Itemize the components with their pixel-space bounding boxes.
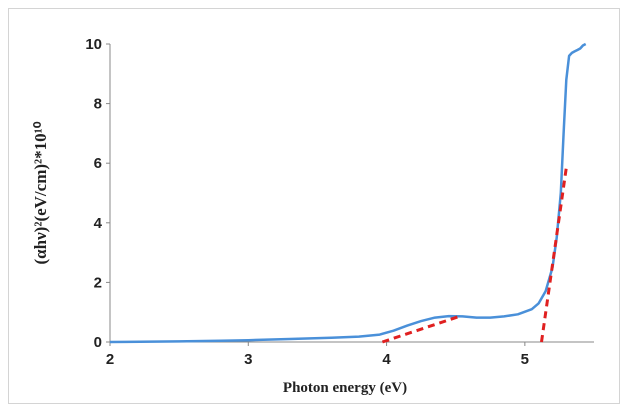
y-tick-label: 8 — [94, 96, 102, 113]
y-tick-label: 2 — [94, 274, 102, 291]
x-axis-label: Photon energy (eV) — [283, 380, 407, 396]
y-tick-label: 10 — [85, 36, 102, 53]
x-tick-label: 3 — [244, 351, 252, 368]
tangent-line-1 — [381, 315, 459, 344]
series-group — [109, 42, 587, 344]
axes — [109, 44, 594, 343]
x-ticks: 2 3 4 5 — [106, 342, 529, 368]
y-ticks: 0 2 4 6 8 10 — [85, 36, 110, 351]
y-tick-label: 6 — [94, 155, 102, 172]
x-tick-label: 5 — [521, 351, 529, 368]
x-tick-label: 4 — [382, 351, 391, 368]
y-tick-label: 4 — [94, 215, 103, 232]
y-tick-label: 0 — [94, 334, 102, 351]
tangent-line-2 — [540, 167, 568, 343]
x-tick-label: 2 — [106, 351, 114, 368]
absorption-curve — [109, 42, 587, 344]
y-axis-label: (αhν)²(eV/cm)²*10¹⁰ — [31, 121, 50, 264]
